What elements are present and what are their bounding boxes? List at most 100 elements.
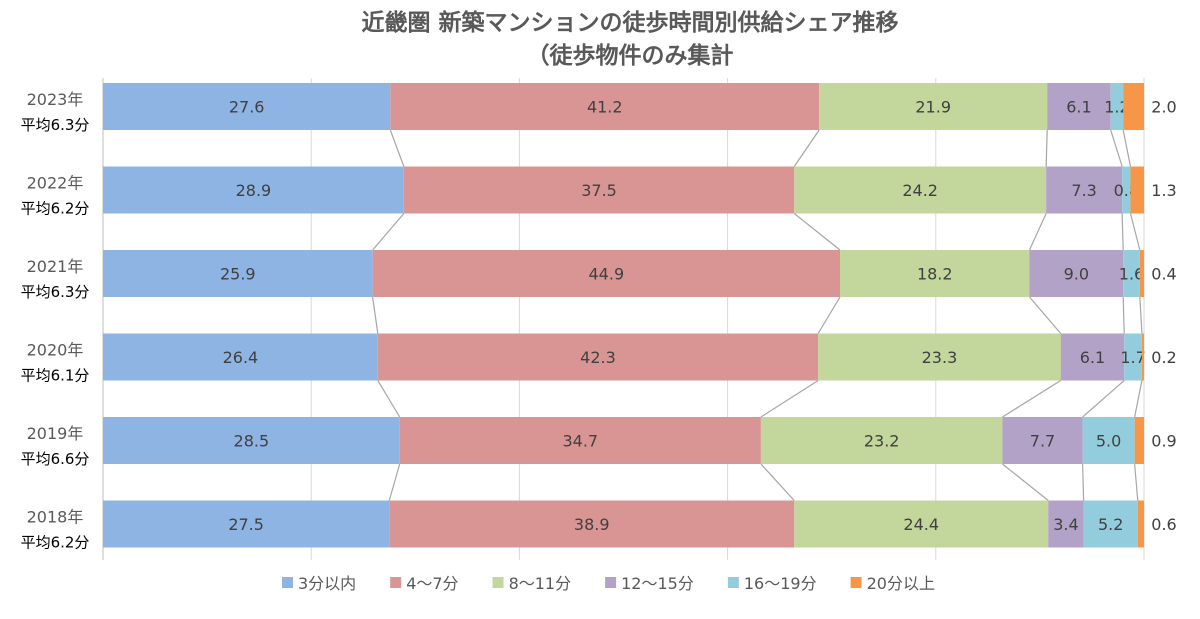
bar-segment [103,166,404,214]
legend-swatch [605,577,617,588]
bar-segment [1083,500,1138,548]
bar-segment [1139,250,1144,297]
bar-segment [1048,500,1084,548]
bar-segment [1130,166,1144,214]
bar-segment [389,500,795,548]
data-label: 25.9 [220,265,256,284]
bar-segment [103,83,391,130]
data-label: 28.5 [234,432,270,451]
category-average-label: 平均6.3分 [21,283,90,301]
series-line [1029,296,1062,334]
legend-label: 20分以上 [867,574,935,593]
bar-segment [1137,500,1144,548]
legend-label: 8～11分 [509,574,572,593]
data-label: 41.2 [587,98,623,117]
data-label: 23.3 [922,348,958,367]
category-label: 2023年 [27,90,84,109]
series-line [1002,379,1062,418]
series-line [1002,463,1049,501]
bar-segment [1082,417,1135,464]
series-line [1129,213,1141,251]
data-label: 6.1 [1080,348,1105,367]
series-line [1122,129,1132,167]
data-label: 5.2 [1098,515,1123,534]
data-label: 24.2 [902,181,938,200]
legend-label: 3分以内 [298,574,356,593]
category-average-label: 平均6.2分 [21,534,90,552]
data-label: 38.9 [574,515,610,534]
series-line [817,296,841,334]
data-label: 3.4 [1053,515,1078,534]
legend-swatch [727,577,739,588]
category-label: 2022年 [27,174,84,193]
series-line [1082,380,1125,418]
legend-swatch [850,577,862,588]
legend-swatch [390,577,402,588]
bar-segment [1110,83,1124,130]
bar-group: 27.6 41.2 21.9 6.1 1.2 2.028.9 37.5 24.2 7.3 0.8 1… [103,83,1177,548]
series-line [760,463,795,501]
category-label: 2021年 [27,257,84,276]
bar-segment [103,333,378,381]
bar-segment [1124,333,1142,381]
category-average-label: 平均6.6分 [21,450,90,468]
series-line [1028,213,1047,251]
legend-swatch [492,577,504,588]
bar-segment [1060,333,1125,381]
category-label: 2019年 [27,424,84,443]
bar-segment [103,500,390,548]
series-line [1134,380,1143,418]
data-label: 26.4 [223,348,259,367]
data-label: 5.0 [1096,432,1121,451]
bar-segment [103,250,373,297]
series-line [1110,129,1123,167]
data-label: 18.2 [917,265,953,284]
bar-segment [840,250,1030,297]
series-line [793,213,841,251]
series-line [760,379,819,418]
series-connectors [372,129,1143,501]
data-label: 1.3 [1151,181,1176,200]
data-label: 0.9 [1151,432,1176,451]
data-label: 7.7 [1030,432,1055,451]
legend-label: 16～19分 [744,574,817,593]
data-label: 2.0 [1151,98,1176,117]
data-label: 44.9 [589,265,625,284]
bar-segment [399,417,761,464]
category-label: 2018年 [27,508,84,527]
data-label: 7.3 [1071,181,1096,200]
bar-segment [372,250,841,297]
data-label: 34.7 [562,432,598,451]
data-label: 1.7 [1120,348,1145,367]
data-label: 0.4 [1151,265,1176,284]
series-line [1134,463,1139,501]
series-line [372,296,379,334]
bar-segment [1122,166,1131,214]
data-label: 0.6 [1151,515,1176,534]
bar-segment [794,500,1049,548]
data-label: 21.9 [915,98,951,117]
legend-swatch [282,577,293,588]
bar-segment [1134,417,1144,464]
data-label: 0.2 [1151,348,1176,367]
category-average-label: 平均6.3分 [21,116,90,134]
series-line [1121,213,1124,251]
bar-segment [103,417,400,464]
series-line [1081,463,1085,501]
gridlines [102,78,1145,560]
bar-segment [403,166,795,214]
category-average-label: 平均6.2分 [21,200,90,218]
bar-segment [1047,83,1111,130]
series-line [1139,296,1143,334]
data-label: 9.0 [1064,265,1089,284]
data-label: 23.2 [864,432,900,451]
series-line [389,129,405,167]
chart-title: 近畿圏 新築マンションの徒歩時間別供給シェア推移 [361,9,898,36]
bar-segment [1141,333,1144,381]
bar-segment [377,333,819,381]
bar-segment [1029,250,1124,297]
series-line [793,129,820,167]
bar-segment [1002,417,1083,464]
category-average-label: 平均6.1分 [21,367,90,385]
